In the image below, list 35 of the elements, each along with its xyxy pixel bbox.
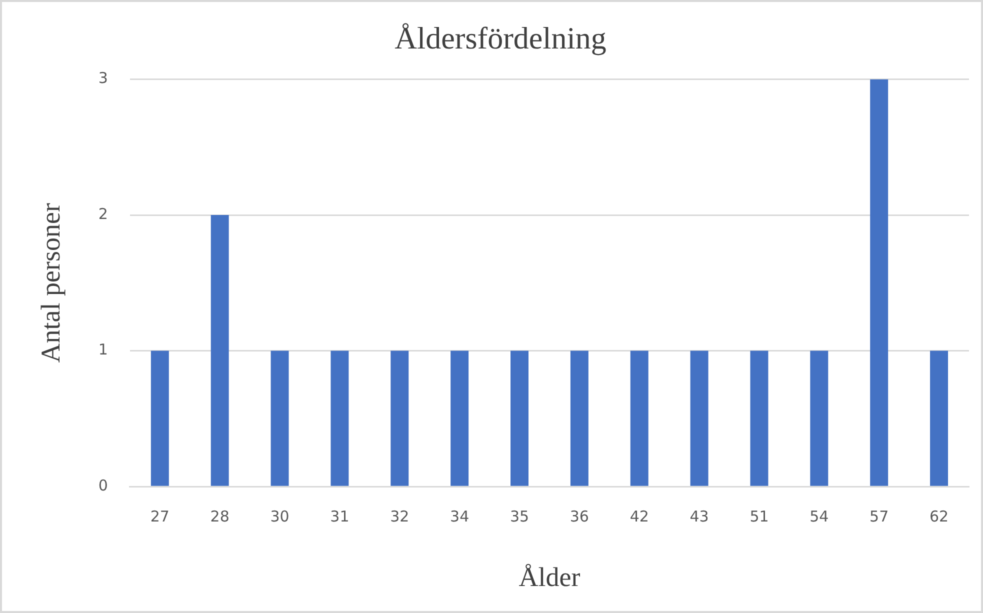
y-tick-label: 3 (98, 69, 108, 88)
x-tick-label: 43 (690, 507, 709, 526)
x-tick-label: 62 (929, 507, 949, 526)
bar (450, 350, 469, 486)
x-tick-label: 57 (870, 507, 889, 526)
bar (810, 350, 828, 486)
x-tick-label: 31 (330, 507, 350, 526)
y-tick-label: 1 (98, 340, 108, 359)
bar (930, 350, 948, 486)
y-tick-label: 0 (98, 476, 108, 494)
chart-title: Åldersfördelning (394, 20, 606, 56)
bar (210, 215, 229, 486)
x-tick-label: 30 (270, 507, 290, 526)
bar (330, 350, 349, 486)
bar (630, 350, 648, 486)
y-axis-title: Antal personer (35, 203, 66, 363)
x-tick-label: 27 (150, 507, 170, 526)
x-tick-label: 35 (510, 507, 530, 526)
bar (150, 350, 169, 486)
y-tick-label: 2 (98, 204, 108, 223)
x-tick-label: 42 (630, 507, 649, 526)
x-tick-label: 28 (210, 507, 230, 526)
x-tick-label: 51 (750, 507, 769, 526)
bar (690, 350, 708, 486)
bar (750, 350, 768, 486)
x-tick-label: 32 (390, 507, 410, 526)
bar (870, 79, 888, 486)
bar (390, 350, 409, 486)
x-tick-label: 34 (450, 507, 470, 526)
x-tick-label: 36 (570, 507, 589, 526)
bar (570, 350, 588, 486)
x-axis-title: Ålder (518, 562, 580, 592)
bar (510, 350, 528, 486)
bar (270, 350, 289, 486)
x-tick-label: 54 (810, 507, 829, 526)
